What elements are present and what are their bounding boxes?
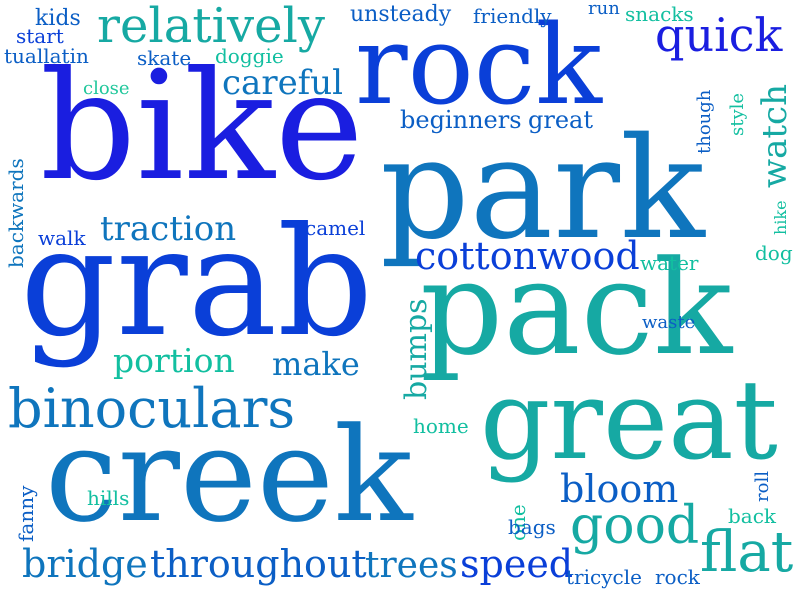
word-rock-large: rock [355, 1, 603, 129]
word-water: water [640, 251, 699, 275]
word-watch: watch [755, 84, 795, 188]
word-speed: speed [460, 542, 574, 586]
word-great-small: great [528, 106, 593, 134]
word-start: start [16, 24, 64, 48]
word-roll: roll [752, 471, 773, 502]
word-creek: creek [45, 399, 413, 551]
word-bumps: bumps [399, 298, 434, 400]
word-hike: hike [771, 200, 790, 235]
word-bridge: bridge [22, 542, 148, 586]
word-rock-small: rock [655, 565, 700, 589]
word-style: style [727, 92, 748, 136]
word-binoculars: binoculars [8, 377, 296, 440]
word-pack: pack [420, 232, 733, 384]
word-kids: kids [35, 6, 81, 31]
word-relatively: relatively [97, 0, 325, 54]
word-trees: trees [365, 545, 458, 586]
word-throughout: throughout [150, 542, 367, 586]
word-waste: waste [642, 312, 696, 333]
word-run: run [588, 0, 620, 19]
word-snacks: snacks [625, 2, 694, 26]
word-walk: walk [38, 226, 86, 250]
word-bags: bags [508, 515, 556, 539]
word-though: though [694, 89, 715, 154]
word-cottonwood: cottonwood [415, 234, 640, 278]
word-hills: hills [87, 486, 130, 510]
word-bike: bike [40, 40, 364, 214]
word-grab: grab [20, 196, 374, 370]
word-doggie: doggie [215, 44, 284, 68]
word-home: home [413, 414, 469, 438]
word-camel: camel [305, 216, 366, 240]
word-close: close [83, 78, 130, 99]
word-quick: quick [655, 8, 783, 62]
word-make: make [272, 345, 360, 383]
word-fanny: fanny [14, 485, 38, 542]
word-beginners: beginners [400, 106, 522, 134]
word-skate: skate [137, 46, 192, 70]
word-tricycle: tricycle [566, 565, 642, 589]
word-flat: flat [700, 520, 794, 585]
word-dog: dog [755, 241, 793, 265]
word-careful: careful [222, 63, 344, 103]
word-bloom: bloom [560, 467, 679, 511]
word-park: park [380, 108, 705, 271]
word-backwards: backwards [4, 158, 28, 268]
word-great-large: great [480, 356, 778, 484]
word-back: back [728, 504, 777, 528]
word-portion: portion [113, 341, 235, 380]
word-unsteady: unsteady [350, 2, 452, 27]
word-good: good [570, 496, 700, 556]
word-traction: traction [100, 209, 237, 249]
word-tuallatin: tuallatin [4, 44, 89, 68]
word-friendly: friendly [473, 4, 552, 28]
